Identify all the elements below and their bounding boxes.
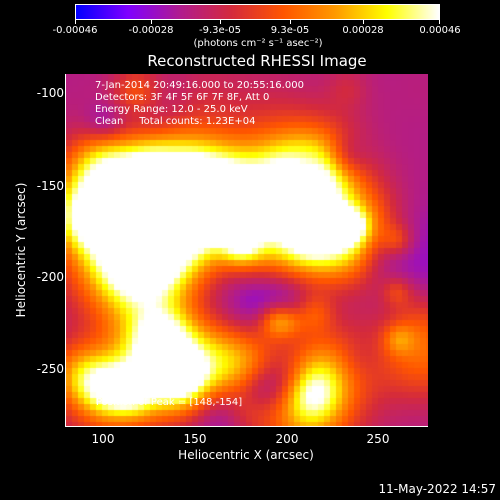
y-axis-label: Heliocentric Y (arcsec) xyxy=(14,182,28,318)
peak-position: Position of Peak = [148,-154] xyxy=(96,397,243,408)
colorbar-tick xyxy=(220,20,221,24)
colorbar-tick xyxy=(75,20,76,24)
y-tick-label: -150 xyxy=(36,179,64,193)
footer-date: 11-May-2022 14:57 xyxy=(378,482,496,496)
info-energy: Energy Range: 12.0 - 25.0 keV xyxy=(95,104,248,115)
info-time: 7-Jan-2014 20:49:16.000 to 20:55:16.000 xyxy=(95,80,304,91)
observation-info: 7-Jan-2014 20:49:16.000 to 20:55:16.000 … xyxy=(95,80,304,128)
colorbar xyxy=(75,4,440,20)
colorbar-tick-label: 0.00028 xyxy=(342,25,384,36)
y-tick-label: -100 xyxy=(36,86,64,100)
x-axis-line xyxy=(66,426,428,427)
rhessi-image xyxy=(66,74,428,426)
colorbar-tick-label: -0.00028 xyxy=(128,25,174,36)
colorbar-tick xyxy=(290,20,291,24)
x-axis-label: Heliocentric X (arcsec) xyxy=(178,448,314,462)
colorbar-tick-label: 0.00046 xyxy=(419,25,461,36)
info-detectors: Detectors: 3F 4F 5F 6F 7F 8F, Att 0 xyxy=(95,92,270,103)
x-tick-label: 200 xyxy=(275,432,299,446)
colorbar-tick-label: 9.3e-05 xyxy=(270,25,310,36)
colorbar-units: (photons cm⁻² s⁻¹ asec⁻²) xyxy=(193,38,323,49)
plot-title: Reconstructed RHESSI Image xyxy=(147,52,367,70)
x-tick-label: 100 xyxy=(91,432,115,446)
colorbar-tick-label: -0.00046 xyxy=(52,25,98,36)
colorbar-tick-label: -9.3e-05 xyxy=(199,25,241,36)
colorbar-tick xyxy=(439,20,440,24)
y-axis-line xyxy=(65,74,66,427)
x-tick-label: 250 xyxy=(366,432,390,446)
info-method: Clean Total counts: 1.23E+04 xyxy=(95,116,256,127)
y-tick-label: -250 xyxy=(36,362,64,376)
colorbar-tick xyxy=(363,20,364,24)
colorbar-tick xyxy=(151,20,152,24)
y-tick-label: -200 xyxy=(36,270,64,284)
x-tick-label: 150 xyxy=(183,432,207,446)
